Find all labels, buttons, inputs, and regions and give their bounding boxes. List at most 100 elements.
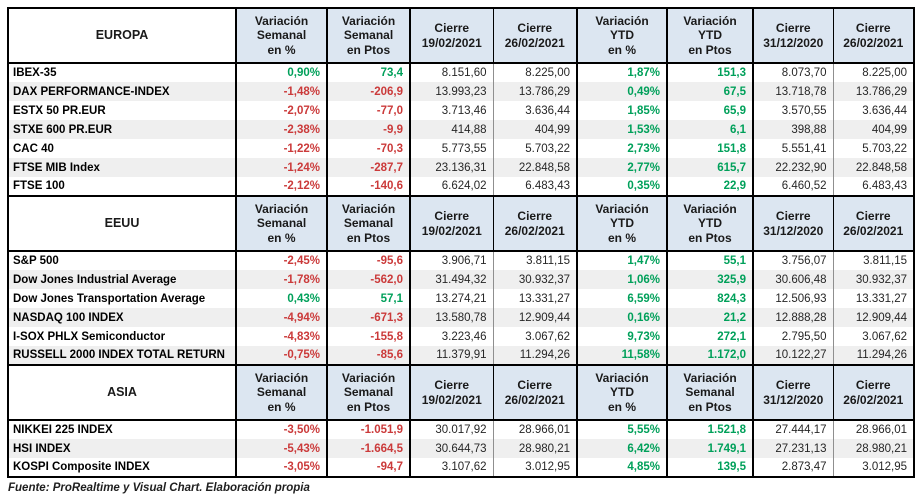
cell-var-semanal-pct: -2,38% (235, 120, 328, 139)
indices-table: EUROPA Variación Semanal en % Variación Se… (7, 7, 915, 478)
cell-var-ytd-ptos: 1.172,0 (666, 346, 754, 365)
cell-cierre-19-02-2021: 6.624,02 (409, 177, 494, 196)
cell-cierre-31-12-2020: 3.570,55 (752, 101, 834, 120)
index-name-cell: HSI INDEX (8, 439, 237, 458)
cell-cierre-26-02-2021: 3.012,95 (492, 458, 578, 477)
cell-cierre-31-12-2020: 2.873,47 (752, 458, 834, 477)
cell-cierre-26-02-2021: 11.294,26 (492, 346, 578, 365)
cell-var-semanal-ptos: 73,4 (326, 63, 411, 82)
cell-var-ytd-pct: 1,47% (576, 251, 668, 270)
index-name-cell: RUSSELL 2000 INDEX TOTAL RETURN (8, 346, 237, 365)
cell-var-semanal-ptos: -85,6 (326, 346, 411, 365)
column-header-var-ytd-ptos: Variación YTD en Ptos (666, 195, 754, 252)
index-name-cell: CAC 40 (8, 139, 237, 158)
cell-cierre-26-02-2021: 404,99 (492, 120, 578, 139)
cell-cierre-26-02-2021-b: 28.980,21 (832, 439, 915, 458)
cell-var-ytd-ptos: 1.521,8 (666, 420, 754, 439)
cell-var-semanal-pct: -4,94% (235, 308, 328, 327)
column-header-var-semanal-pct: Variación Semanal en % (235, 195, 328, 252)
index-name-cell: I-SOX PHLX Semiconductor (8, 327, 237, 346)
cell-var-ytd-pct: 1,85% (576, 101, 668, 120)
index-row: HSI INDEX -5,43% -1.664,5 30.644,73 28.980,2… (8, 439, 915, 458)
cell-cierre-26-02-2021-b: 13.331,27 (832, 289, 915, 308)
cell-var-semanal-pct: -1,22% (235, 139, 328, 158)
cell-cierre-26-02-2021-b: 3.636,44 (832, 101, 915, 120)
column-header-var-ytd-pct: Variación YTD en % (576, 195, 668, 252)
cell-var-ytd-pct: 6,59% (576, 289, 668, 308)
cell-cierre-26-02-2021-b: 3.811,15 (832, 251, 915, 270)
cell-var-semanal-pct: -3,50% (235, 420, 328, 439)
column-header-cierre-26-02-2021: Cierre 26/02/2021 (492, 195, 578, 252)
cell-var-ytd-pct: 1,53% (576, 120, 668, 139)
index-row: RUSSELL 2000 INDEX TOTAL RETURN -0,75% -85… (8, 346, 915, 365)
cell-cierre-31-12-2020: 6.460,52 (752, 177, 834, 196)
region-header-cell: EEUU (7, 195, 237, 252)
cell-cierre-26-02-2021: 30.932,37 (492, 270, 578, 289)
index-name-cell: ESTX 50 PR.EUR (8, 101, 237, 120)
index-row: DAX PERFORMANCE-INDEX -1,48% -206,9 13.993,… (8, 82, 915, 101)
cell-var-semanal-ptos: -287,7 (326, 158, 411, 177)
cell-var-semanal-ptos: -671,3 (326, 308, 411, 327)
cell-var-semanal-ptos: -94,7 (326, 458, 411, 477)
cell-var-ytd-ptos: 65,9 (666, 101, 754, 120)
cell-var-ytd-pct: 1,87% (576, 63, 668, 82)
cell-cierre-31-12-2020: 5.551,41 (752, 139, 834, 158)
index-row: KOSPI Composite INDEX -3,05% -94,7 3.107,62… (8, 458, 915, 477)
cell-cierre-26-02-2021-b: 8.225,00 (832, 63, 915, 82)
column-header-var-ytd-ptos: Variación Semanal en Ptos (666, 364, 754, 421)
cell-cierre-26-02-2021: 28.980,21 (492, 439, 578, 458)
cell-var-semanal-pct: -3,05% (235, 458, 328, 477)
cell-cierre-19-02-2021: 13.580,78 (409, 308, 494, 327)
cell-var-semanal-ptos: -70,3 (326, 139, 411, 158)
column-header-cierre-26-02-2021-b: Cierre 26/02/2021 (832, 7, 915, 64)
index-name-cell: NASDAQ 100 INDEX (8, 308, 237, 327)
cell-var-ytd-ptos: 615,7 (666, 158, 754, 177)
cell-var-ytd-ptos: 6,1 (666, 120, 754, 139)
column-header-var-semanal-ptos: Variación Semanal en Ptos (326, 364, 411, 421)
cell-var-semanal-ptos: -95,6 (326, 251, 411, 270)
cell-var-ytd-ptos: 1.749,1 (666, 439, 754, 458)
column-header-cierre-31-12-2020: Cierre 31/12/2020 (752, 364, 834, 421)
cell-var-semanal-pct: -2,12% (235, 177, 328, 196)
section-header-row-eeuu: EEUU Variación Semanal en % Variación Sema… (7, 195, 915, 252)
cell-var-ytd-pct: 0,49% (576, 82, 668, 101)
cell-cierre-31-12-2020: 12.888,28 (752, 308, 834, 327)
cell-var-semanal-ptos: 57,1 (326, 289, 411, 308)
column-header-cierre-31-12-2020: Cierre 31/12/2020 (752, 7, 834, 64)
index-name-cell: Dow Jones Transportation Average (8, 289, 237, 308)
index-name-cell: S&P 500 (8, 251, 237, 270)
cell-var-ytd-ptos: 272,1 (666, 327, 754, 346)
cell-cierre-26-02-2021: 13.786,29 (492, 82, 578, 101)
cell-cierre-31-12-2020: 22.232,90 (752, 158, 834, 177)
cell-var-semanal-ptos: -562,0 (326, 270, 411, 289)
index-row: STXE 600 PR.EUR -2,38% -9,9 414,88 404,99 1,5… (8, 120, 915, 139)
cell-cierre-19-02-2021: 414,88 (409, 120, 494, 139)
index-name-cell: DAX PERFORMANCE-INDEX (8, 82, 237, 101)
cell-var-semanal-ptos: -1.051,9 (326, 420, 411, 439)
index-row: Dow Jones Industrial Average -1,78% -562,0… (8, 270, 915, 289)
column-header-var-ytd-pct: Variación YTD en % (576, 7, 668, 64)
cell-var-semanal-pct: -1,78% (235, 270, 328, 289)
index-row: FTSE 100 -2,12% -140,6 6.624,02 6.483,43 0,35… (8, 177, 915, 196)
index-name-cell: STXE 600 PR.EUR (8, 120, 237, 139)
column-header-var-ytd-ptos: Variación YTD en Ptos (666, 7, 754, 64)
index-name-cell: FTSE 100 (8, 177, 237, 196)
cell-cierre-26-02-2021-b: 3.012,95 (832, 458, 915, 477)
cell-cierre-19-02-2021: 31.494,32 (409, 270, 494, 289)
cell-cierre-26-02-2021-b: 28.966,01 (832, 420, 915, 439)
cell-var-semanal-ptos: -155,8 (326, 327, 411, 346)
region-header-cell: ASIA (7, 364, 237, 421)
index-name-cell: NIKKEI 225 INDEX (8, 420, 237, 439)
index-row: ESTX 50 PR.EUR -2,07% -77,0 3.713,46 3.636,4… (8, 101, 915, 120)
column-header-var-semanal-pct: Variación Semanal en % (235, 7, 328, 64)
cell-var-semanal-ptos: -1.664,5 (326, 439, 411, 458)
cell-cierre-26-02-2021-b: 30.932,37 (832, 270, 915, 289)
cell-cierre-19-02-2021: 8.151,60 (409, 63, 494, 82)
cell-var-ytd-pct: 1,06% (576, 270, 668, 289)
column-header-var-semanal-pct: Variación Semanal en % (235, 364, 328, 421)
cell-var-semanal-pct: -2,07% (235, 101, 328, 120)
column-header-var-semanal-ptos: Variación Semanal en Ptos (326, 195, 411, 252)
column-header-var-semanal-ptos: Variación Semanal en Ptos (326, 7, 411, 64)
cell-cierre-26-02-2021-b: 3.067,62 (832, 327, 915, 346)
column-header-cierre-19-02-2021: Cierre 19/02/2021 (409, 7, 494, 64)
